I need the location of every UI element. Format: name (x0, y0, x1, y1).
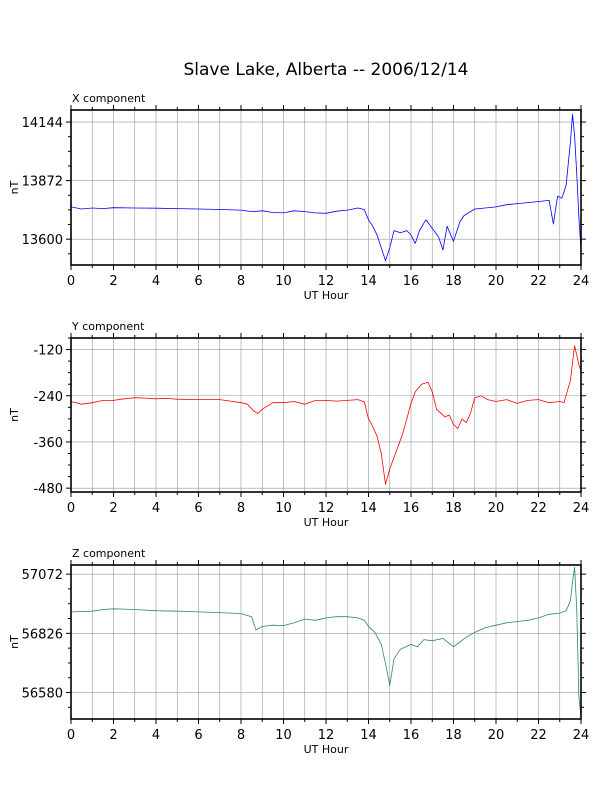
x-tick-label: 12 (318, 274, 335, 289)
x-tick-label: 14 (360, 274, 377, 289)
series-line (70, 113, 582, 262)
x-tick-label: 18 (445, 501, 462, 516)
x-tick-label: 22 (530, 728, 547, 743)
x-axis-label: UT Hour (304, 743, 349, 756)
x-tick-label: 18 (445, 274, 462, 289)
x-tick-label: 16 (403, 274, 420, 289)
x-tick-label: 12 (318, 728, 335, 743)
x-tick-label: 6 (194, 728, 202, 743)
x-axis-label: UT Hour (304, 289, 349, 302)
x-tick-label: 20 (488, 501, 505, 516)
x-tick-label: 8 (237, 274, 245, 289)
y-tick-label: -360 (33, 436, 63, 451)
x-tick-label: 16 (403, 501, 420, 516)
x-tick-label: 2 (109, 728, 117, 743)
x-tick-label: 16 (403, 728, 420, 743)
component-label: X component (72, 92, 146, 105)
y-tick-label: 56826 (22, 627, 63, 642)
y-tick-label: -240 (33, 390, 63, 405)
x-tick-label: 20 (488, 728, 505, 743)
y-tick-label: 13600 (22, 233, 63, 248)
x-tick-label: 24 (573, 501, 590, 516)
y-axis-label: nT (8, 635, 21, 649)
x-tick-label: 6 (194, 501, 202, 516)
x-tick-label: 2 (109, 501, 117, 516)
y-tick-label: 14144 (22, 116, 63, 131)
y-tick-label: 13872 (22, 175, 63, 190)
y-tick-label: -480 (33, 482, 63, 497)
component-label: Y component (71, 320, 145, 333)
x-tick-label: 0 (67, 501, 75, 516)
x-tick-label: 20 (488, 274, 505, 289)
y-tick-label: 57072 (22, 568, 63, 583)
x-tick-label: 18 (445, 728, 462, 743)
x-tick-label: 6 (194, 274, 202, 289)
y-tick-label: 56580 (22, 687, 63, 702)
series-line (70, 567, 582, 717)
component-label: Z component (72, 547, 146, 560)
x-tick-label: 0 (67, 728, 75, 743)
x-tick-label: 8 (237, 728, 245, 743)
x-tick-label: 4 (152, 501, 160, 516)
y-axis-label: nT (8, 180, 21, 194)
x-tick-label: 2 (109, 274, 117, 289)
x-tick-label: 4 (152, 274, 160, 289)
x-tick-label: 10 (275, 501, 292, 516)
x-tick-label: 10 (275, 728, 292, 743)
x-tick-label: 8 (237, 501, 245, 516)
x-tick-label: 10 (275, 274, 292, 289)
x-tick-label: 14 (360, 501, 377, 516)
x-tick-label: 24 (573, 728, 590, 743)
series-line (70, 345, 582, 485)
x-tick-label: 0 (67, 274, 75, 289)
x-tick-label: 24 (573, 274, 590, 289)
x-tick-label: 12 (318, 501, 335, 516)
y-axis-label: nT (8, 408, 21, 422)
y-tick-label: -120 (33, 344, 63, 359)
x-axis-label: UT Hour (304, 516, 349, 529)
x-tick-label: 4 (152, 728, 160, 743)
figure-title: Slave Lake, Alberta -- 2006/12/14 (184, 60, 469, 80)
x-tick-label: 22 (530, 274, 547, 289)
x-tick-label: 22 (530, 501, 547, 516)
x-tick-label: 14 (360, 728, 377, 743)
